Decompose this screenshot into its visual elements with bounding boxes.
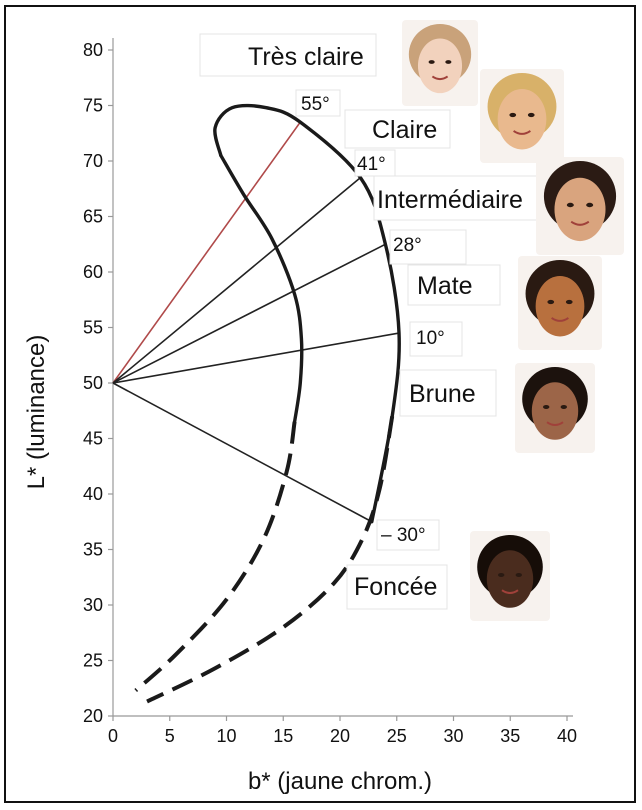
- axes: [112, 38, 573, 717]
- y-tick-label: 45: [83, 429, 103, 449]
- y-tick-label: 25: [83, 651, 103, 671]
- x-axis-title: b* (jaune chrom.): [248, 768, 432, 795]
- category-label-intermediaire: Intermédiaire: [377, 186, 523, 214]
- x-tick-label: 35: [500, 726, 520, 746]
- outer-boundary-dashed: [146, 415, 395, 704]
- face-portrait: [536, 157, 624, 255]
- y-tick-label: 20: [83, 706, 103, 726]
- y-tick-label: 30: [83, 595, 103, 615]
- y-ticks: 20 25 30 35 40 45 50 55 60 65 70 75 80: [83, 40, 113, 726]
- y-tick-label: 35: [83, 540, 103, 560]
- x-tick-label: 25: [387, 726, 407, 746]
- category-label-brune: Brune: [409, 380, 476, 408]
- face-portrait: [402, 20, 478, 106]
- face-portrait: [518, 256, 602, 350]
- category-label-foncee: Foncée: [354, 573, 437, 601]
- angle-ray: [112, 121, 301, 384]
- category-label-tres-claire: Très claire: [248, 43, 364, 71]
- angle-label-10: 10°: [416, 328, 445, 349]
- inner-boundary-dashed: [134, 421, 297, 692]
- angle-ray: [112, 177, 361, 384]
- y-tick-label: 50: [83, 373, 103, 393]
- category-labels: Très claire Claire Intermédiaire Mate Br…: [199, 33, 543, 610]
- x-ticks: 0 5 10 15 20 25 30 35 40: [108, 716, 577, 746]
- angle-ray: [112, 382, 373, 523]
- angle-label-55: 55°: [301, 94, 330, 115]
- inner-boundary-solid: [219, 153, 304, 424]
- x-tick-label: 20: [330, 726, 350, 746]
- y-tick-label: 40: [83, 484, 103, 504]
- face-portrait: [470, 531, 550, 621]
- x-tick-label: 40: [557, 726, 577, 746]
- category-label-mate: Mate: [417, 272, 473, 300]
- x-tick-label: 0: [108, 726, 118, 746]
- angle-rays: [112, 121, 400, 523]
- y-tick-label: 75: [83, 96, 103, 116]
- x-tick-label: 15: [273, 726, 293, 746]
- gamut-boundaries: [134, 103, 401, 704]
- y-tick-label: 70: [83, 151, 103, 171]
- angle-ray: [112, 243, 386, 384]
- face-portrait: [515, 363, 595, 453]
- angle-label-minus-30: – 30°: [381, 525, 426, 546]
- x-tick-label: 10: [216, 726, 236, 746]
- y-tick-label: 55: [83, 318, 103, 338]
- y-tick-label: 65: [83, 207, 103, 227]
- angle-ray: [112, 332, 400, 384]
- y-axis-title: L* (luminance): [23, 335, 50, 490]
- face-illustrations: [402, 20, 624, 621]
- y-tick-label: 80: [83, 40, 103, 60]
- angle-label-41: 41°: [357, 154, 386, 175]
- x-tick-label: 30: [443, 726, 463, 746]
- angle-labels: 55° 41° 28° 10° – 30°: [295, 89, 467, 551]
- y-tick-label: 60: [83, 262, 103, 282]
- category-label-claire: Claire: [372, 116, 437, 144]
- angle-label-28: 28°: [393, 235, 422, 256]
- x-tick-label: 5: [165, 726, 175, 746]
- face-portrait: [480, 69, 564, 163]
